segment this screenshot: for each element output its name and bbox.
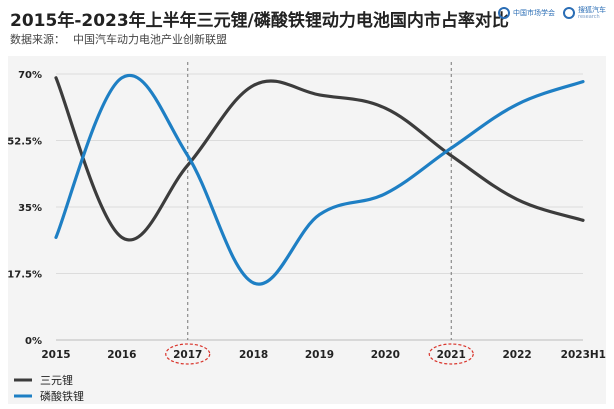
logo-market-society: 中国市场学会 <box>498 7 555 19</box>
logo-sohu-auto: 搜狐汽车 research <box>563 6 606 20</box>
logo-group: 中国市场学会 搜狐汽车 research <box>498 6 606 20</box>
series-line-1 <box>54 73 585 286</box>
y-tick-label: 52.5% <box>7 137 42 148</box>
legend-label-0: 三元锂 <box>40 373 73 387</box>
sohu-auto-logo-icon <box>563 7 575 19</box>
highlight-circle-2017 <box>165 343 211 365</box>
logo2-name: 搜狐汽车 <box>578 6 606 14</box>
series-line-0 <box>54 76 585 242</box>
highlight-circle-2021 <box>428 343 474 365</box>
source-text: 中国汽车动力电池产业创新联盟 <box>73 33 227 46</box>
x-tick-label: 2023H1 <box>561 349 606 361</box>
y-tick-label: 70% <box>18 70 42 81</box>
logo1-name: 中国市场学会 <box>513 9 555 17</box>
y-tick-label: 35% <box>18 203 42 214</box>
x-tick-label: 2016 <box>107 349 136 361</box>
chart-title: 2015年-2023年上半年三元锂/磷酸铁锂动力电池国内市占率对比 <box>10 11 509 31</box>
x-tick-label: 2019 <box>305 349 334 361</box>
x-tick-label: 2020 <box>371 349 400 361</box>
chart-panel <box>8 56 606 404</box>
x-tick-label: 2015 <box>41 349 70 361</box>
x-tick-label: 2021 <box>437 349 466 361</box>
market-society-logo-icon <box>498 7 510 19</box>
source-label: 数据来源： <box>10 33 65 46</box>
x-tick-label: 2017 <box>173 349 202 361</box>
logo2-sub: research <box>578 14 600 20</box>
legend-label-1: 磷酸铁锂 <box>40 389 84 403</box>
x-tick-label: 2018 <box>239 349 268 361</box>
y-tick-label: 0% <box>25 336 42 347</box>
x-tick-label: 2022 <box>503 349 532 361</box>
y-tick-label: 17.5% <box>7 270 42 281</box>
data-source: 数据来源： 中国汽车动力电池产业创新联盟 <box>10 31 227 47</box>
